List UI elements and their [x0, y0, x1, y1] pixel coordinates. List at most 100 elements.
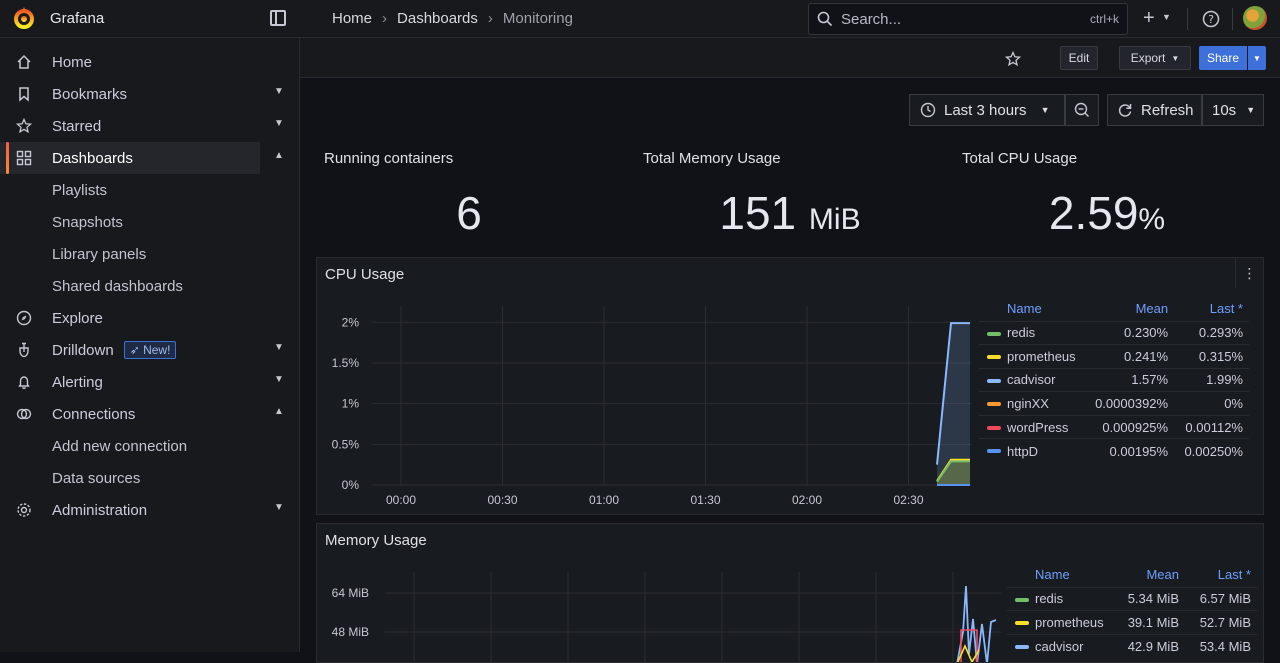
legend-row[interactable]: prometheus 39.1 MiB 52.7 MiB	[1007, 610, 1257, 635]
sidebar-item-data-sources[interactable]: Data sources	[0, 462, 300, 494]
brand[interactable]: Grafana	[12, 6, 104, 30]
share-dropdown[interactable]: ▼	[1248, 46, 1266, 70]
time-range-label: Last 3 hours	[944, 101, 1027, 119]
sidebar-nav: Home Bookmarks ▼ Starred ▼ Dashboards ▲ …	[0, 46, 300, 526]
drilldown-icon	[19, 342, 29, 358]
sidebar-item-home[interactable]: Home	[0, 46, 300, 78]
gear-icon	[17, 503, 31, 517]
refresh-label: Refresh	[1141, 101, 1194, 119]
legend-last: 6.57 MiB	[1185, 586, 1257, 611]
sidebar-item-alerting[interactable]: Alerting ▼	[0, 366, 300, 398]
sidebar-item-starred[interactable]: Starred ▼	[0, 110, 300, 142]
edit-button[interactable]: Edit	[1060, 46, 1098, 70]
chevron-up-icon[interactable]: ▲	[274, 406, 284, 417]
legend-row[interactable]: wordPress 0.000925% 0.00112%	[979, 414, 1249, 439]
sidebar-item-explore[interactable]: Explore	[0, 302, 300, 334]
legend-swatch	[987, 449, 1001, 454]
legend-header-name[interactable]: Name	[1007, 301, 1042, 317]
legend-swatch	[987, 355, 1001, 360]
cadvisor-series-area	[937, 323, 970, 485]
legend-row[interactable]: redis 0.230% 0.293%	[979, 320, 1249, 345]
chevron-down-icon: ▼	[1171, 53, 1180, 63]
chevron-down-icon[interactable]: ▼	[274, 374, 284, 385]
plus-icon[interactable]: +	[1143, 7, 1155, 29]
cadvisor-series-line	[956, 585, 997, 662]
redis-series-area	[937, 461, 970, 485]
legend-header-last[interactable]: Last *	[1209, 301, 1243, 317]
legend-row[interactable]: cadvisor 1.57% 1.99%	[979, 367, 1249, 392]
x-tick-label: 01:30	[690, 493, 720, 507]
export-button[interactable]: Export ▼	[1119, 46, 1191, 70]
stat-number: 6	[456, 187, 482, 239]
sidebar-item-shared-dashboards[interactable]: Shared dashboards	[0, 270, 300, 302]
sidebar-item-drilldown[interactable]: Drilldown ➶ New! ▼	[0, 334, 300, 366]
legend-header-mean[interactable]: Mean	[1146, 567, 1179, 583]
legend-last: 0.00112%	[1174, 414, 1249, 439]
memory-chart[interactable]: 64 MiB 48 MiB	[317, 524, 1007, 662]
zoom-out-button[interactable]	[1065, 94, 1099, 126]
refresh-button[interactable]: Refresh	[1107, 94, 1202, 126]
legend-table: Name Mean Last * redis 5.34 MiB 6.57 MiB pr…	[1007, 563, 1257, 658]
sidebar-item-add-new-connection[interactable]: Add new connection	[0, 430, 300, 462]
search-box[interactable]: ctrl+k	[808, 3, 1128, 35]
legend-last: 52.7 MiB	[1185, 610, 1257, 635]
edit-button-label: Edit	[1068, 51, 1090, 65]
sidebar-item-label: Shared dashboards	[52, 277, 183, 295]
memory-usage-panel: Memory Usage 64 MiB 48 MiB Name Mean Last…	[316, 523, 1264, 663]
time-range-picker[interactable]: Last 3 hours ▼	[909, 94, 1065, 126]
breadcrumb: Home › Dashboards › Monitoring	[332, 10, 573, 27]
legend-series-name: prometheus	[979, 344, 1090, 369]
chevron-down-icon[interactable]: ▼	[274, 118, 284, 129]
chevron-down-icon[interactable]: ▼	[274, 86, 284, 97]
chevron-up-icon[interactable]: ▲	[274, 150, 284, 161]
sidebar-item-label: Add new connection	[52, 437, 188, 455]
sidebar-item-dashboards[interactable]: Dashboards ▲	[0, 142, 284, 174]
breadcrumb-home[interactable]: Home	[332, 10, 373, 27]
app-name: Grafana	[50, 9, 105, 27]
search-icon	[817, 11, 833, 27]
chevron-down-icon[interactable]: ▼	[1162, 12, 1171, 22]
search-input[interactable]	[841, 10, 1082, 28]
panel-title: CPU Usage	[325, 266, 405, 283]
breadcrumb-dashboards[interactable]: Dashboards	[397, 10, 478, 27]
sidebar-item-label: Dashboards	[52, 149, 133, 167]
sidebar-item-bookmarks[interactable]: Bookmarks ▼	[0, 78, 300, 110]
stat-title: Running containers	[324, 150, 454, 167]
zoom-out-icon	[1074, 102, 1089, 117]
legend-swatch	[987, 425, 1001, 430]
clock-icon	[920, 102, 936, 118]
sidebar-item-connections[interactable]: Connections ▲	[0, 398, 300, 430]
sidebar-item-playlists[interactable]: Playlists	[0, 174, 300, 206]
legend-row[interactable]: nginXX 0.0000392% 0%	[979, 391, 1249, 416]
share-button[interactable]: Share	[1199, 46, 1247, 70]
legend-row[interactable]: httpD 0.00195% 0.00250%	[979, 438, 1249, 463]
legend-mean: 0.241%	[1089, 344, 1175, 369]
sidebar-item-snapshots[interactable]: Snapshots	[0, 206, 300, 238]
legend-row[interactable]: cadvisor 42.9 MiB 53.4 MiB	[1007, 633, 1257, 658]
sidebar-item-label: Home	[52, 53, 93, 71]
prometheus-series-area	[937, 459, 970, 485]
legend-row[interactable]: redis 5.34 MiB 6.57 MiB	[1007, 586, 1257, 611]
star-icon[interactable]	[1005, 51, 1021, 67]
legend-header-mean[interactable]: Mean	[1135, 301, 1169, 317]
avatar[interactable]	[1243, 6, 1267, 30]
legend-row[interactable]: prometheus 0.241% 0.315%	[979, 344, 1249, 369]
chevron-down-icon: ▼	[1253, 53, 1261, 63]
refresh-interval-picker[interactable]: 10s ▼	[1202, 94, 1264, 126]
kebab-menu-icon[interactable]: ⋮	[1235, 258, 1263, 288]
chevron-down-icon[interactable]: ▼	[274, 502, 284, 513]
help-icon[interactable]: ?	[1202, 10, 1220, 28]
dock-menu-icon[interactable]	[270, 10, 286, 26]
sidebar-item-library-panels[interactable]: Library panels	[0, 238, 300, 270]
sidebar-item-label: Playlists	[52, 181, 108, 199]
sidebar-item-label: Administration	[52, 501, 148, 519]
badge-label: New!	[143, 343, 171, 357]
x-tick-label: 02:30	[893, 493, 923, 507]
sidebar-item-administration[interactable]: Administration ▼	[0, 494, 300, 526]
legend-header-name[interactable]: Name	[1035, 567, 1070, 583]
cpu-chart[interactable]: 0% 0.5% 1% 1.5% 2% 00:00 00:30 01:00 01:30 02:00 0…	[317, 258, 979, 514]
legend-header-last[interactable]: Last *	[1217, 567, 1251, 583]
legend-last: 0.00250%	[1174, 438, 1249, 463]
chevron-down-icon[interactable]: ▼	[274, 342, 284, 353]
legend-mean: 0.000925%	[1089, 414, 1175, 439]
